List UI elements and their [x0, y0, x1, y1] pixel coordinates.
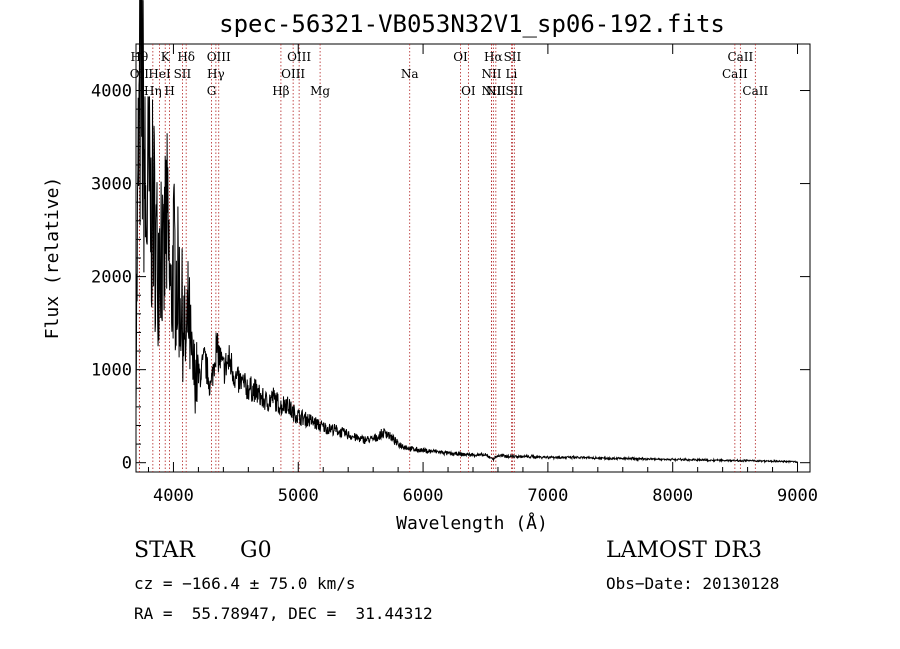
- x-tick-label: 5000: [278, 486, 319, 506]
- line-label-Li: Li: [506, 67, 518, 81]
- line-label-H: H: [164, 84, 174, 98]
- x-tick-label: 8000: [652, 486, 693, 506]
- line-label-SII: SII: [174, 67, 192, 81]
- spectral-line-labels: HθOIIHηHeIKHSIIHδGHγOIIIHβOIIIOIIIMgNaOI…: [130, 50, 769, 98]
- line-label-CaII-8662: CaII: [742, 84, 768, 98]
- spectrum-line: [135, 0, 798, 464]
- observation-date: Obs−Date: 20130128: [606, 574, 780, 593]
- line-label-SII-6716: SII: [504, 50, 522, 64]
- x-tick-label: 6000: [403, 486, 444, 506]
- line-label-NII-6583: NII: [486, 84, 506, 98]
- x-tick-label: 7000: [527, 486, 568, 506]
- line-label-Hα: Hα: [484, 50, 503, 64]
- line-label-K: K: [161, 50, 171, 64]
- line-label-Mg: Mg: [310, 84, 330, 98]
- line-label-Hη: Hη: [144, 84, 162, 98]
- line-label-Hγ: Hγ: [207, 67, 225, 81]
- y-tick-label: 3000: [91, 175, 132, 195]
- line-label-Na: Na: [401, 67, 419, 81]
- redshift-velocity: cz = −166.4 ± 75.0 km/s: [134, 574, 356, 593]
- line-label-Hβ: Hβ: [272, 84, 289, 98]
- line-label-OI-6363: OI: [461, 84, 476, 98]
- line-label-Hδ: Hδ: [177, 50, 195, 64]
- x-axis-ticks: 4000 5000 6000 7000 8000 9000: [147, 44, 818, 506]
- x-tick-label: 9000: [777, 486, 818, 506]
- line-label-OI-6300: OI: [453, 50, 468, 64]
- line-label-OIII-5007: OIII: [287, 50, 311, 64]
- line-label-NII-6548: NII: [481, 84, 501, 98]
- x-axis-label: Wavelength (Å): [396, 512, 548, 534]
- object-class: STAR: [134, 538, 195, 563]
- y-tick-label: 1000: [91, 361, 132, 381]
- line-label-CaII-8542: CaII: [727, 50, 753, 64]
- y-tick-label: 4000: [91, 82, 132, 102]
- coordinates: RA = 55.78947, DEC = 31.44312: [134, 604, 433, 623]
- line-label-NII-6548b: NII: [481, 67, 501, 81]
- survey-name: LAMOST DR3: [606, 538, 762, 563]
- line-label-CaII-8498: CaII: [722, 67, 748, 81]
- line-label-SII-6731: SII: [505, 84, 523, 98]
- line-label-OIII-4363: OIII: [207, 50, 231, 64]
- plot-frame: [135, 43, 811, 473]
- line-label-G: G: [207, 84, 217, 98]
- object-subclass: G0: [240, 538, 272, 563]
- x-tick-label: 4000: [153, 486, 194, 506]
- line-label-OIII-4959: OIII: [281, 67, 305, 81]
- y-axis-ticks: 0 1000 2000 3000 4000: [91, 52, 810, 474]
- y-axis-label: Flux (relative): [42, 177, 63, 340]
- line-label-HeI: HeI: [148, 67, 171, 81]
- y-tick-label: 2000: [91, 268, 132, 288]
- spectral-line-markers: [138, 44, 756, 472]
- chart-title: spec-56321-VB053N32V1_sp06-192.fits: [219, 10, 725, 38]
- y-tick-label: 0: [122, 454, 132, 474]
